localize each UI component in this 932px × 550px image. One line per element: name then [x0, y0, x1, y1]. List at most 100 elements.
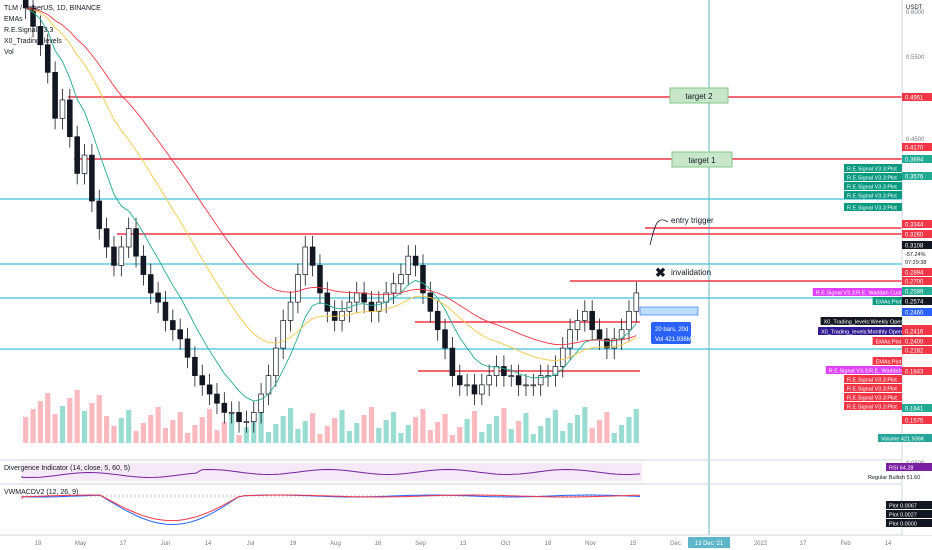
candle: [574, 320, 581, 331]
price-label: 0.2574: [905, 300, 924, 306]
time-axis: 19 May 17 Jun 14 Jul 19 Aug 16 Sep 13 Oct 18 Nov 15 Dec…: [35, 537, 892, 548]
volume-bar: [111, 426, 117, 443]
level-label-bg: [902, 367, 932, 375]
candle: [59, 99, 66, 119]
volume-bar: [170, 420, 176, 443]
volume-bar: [302, 421, 308, 443]
vwmacd-pane-label[interactable]: VWMACDV2 (12, 26, 9): [4, 489, 79, 496]
candle: [96, 200, 103, 229]
candle: [287, 301, 294, 321]
candle: [302, 246, 309, 275]
measure-box: [651, 322, 691, 344]
candles: [22, 0, 640, 433]
time-tick: Feb: [840, 541, 851, 547]
candle: [155, 292, 161, 303]
volume-bar: [258, 411, 264, 443]
entry-label: entry trigger: [671, 216, 714, 225]
level-label: 0.2700: [905, 280, 924, 286]
time-tick: 18: [545, 541, 552, 547]
volume-bar: [567, 423, 573, 443]
divergence-pane-label[interactable]: Divergence Indicator (14, close, 5, 60, …: [4, 465, 131, 472]
gridlines: [0, 0, 932, 536]
volume-bar: [486, 424, 492, 443]
candle: [184, 338, 191, 358]
level-label-bg: [902, 308, 932, 316]
candle: [412, 255, 419, 266]
price-label: 0.2416: [905, 330, 924, 336]
time-tick: Oct: [501, 541, 511, 547]
candle: [37, 26, 44, 46]
indicator-resignal[interactable]: R.E.Signal V3.3: [4, 27, 54, 34]
candle: [420, 265, 426, 294]
volume-bar: [280, 416, 286, 443]
indicator-tag: R.E.Signal V3.3:Plot: [847, 167, 897, 173]
volume-bar: [184, 433, 191, 443]
volume-bar: [545, 418, 551, 443]
candle: [471, 384, 478, 395]
volume-bar: [155, 407, 161, 443]
candle: [353, 292, 360, 303]
candle: [236, 412, 242, 422]
candle: [376, 301, 382, 312]
indicator-tag-bg: [872, 297, 902, 305]
indicator-tag-bg: [844, 173, 902, 181]
price-tick: 0.4500: [906, 137, 925, 143]
ema-line-21: [25, 7, 637, 362]
volume-tag: Volume 421.936K: [881, 437, 925, 443]
candle: [449, 347, 456, 377]
candle: [44, 44, 51, 73]
indicator-tag-bg: [844, 393, 902, 401]
candle: [118, 246, 125, 266]
candle: [434, 310, 441, 331]
candle: [515, 375, 522, 386]
indicator-tag: R.E.Signal V3.3:Plot: [847, 387, 897, 393]
price-label: 0.2589: [905, 290, 924, 296]
ema-lines: [25, 7, 637, 402]
price-tick: 0.6000: [906, 10, 925, 16]
volume-bar: [464, 419, 470, 443]
indicator-tag: EMAs:Plot: [876, 360, 902, 366]
candle: [221, 402, 228, 413]
volume-bar: [626, 417, 632, 443]
indicator-tag: R.E.Signal V3.3:Plot: [847, 185, 897, 191]
candle: [192, 356, 198, 377]
volume-bar: [67, 398, 73, 443]
candle: [405, 255, 412, 275]
level-label-bg: [902, 155, 932, 163]
volume-bar: [59, 406, 66, 443]
volume-bar: [177, 412, 183, 443]
volume-bar: [611, 433, 617, 443]
volume-bar: [368, 407, 375, 443]
volume-bar: [346, 431, 352, 443]
level-label-bg: [902, 93, 932, 101]
candle: [228, 412, 235, 414]
volume-bar: [604, 412, 610, 443]
candle: [589, 310, 595, 331]
indicator-tag: R.E.Signal V3.3:Plot: [847, 396, 897, 402]
volume-bar: [23, 417, 29, 443]
level-label-bg: [902, 230, 932, 238]
candle: [398, 274, 404, 285]
indicator-emas[interactable]: EMAs: [4, 16, 23, 23]
candle: [309, 246, 316, 266]
time-tick: Nov: [585, 541, 596, 547]
level-label: 0.3344: [905, 223, 924, 229]
indicator-vol[interactable]: Vol: [4, 49, 14, 56]
time-tick: 17: [120, 541, 127, 547]
volume-bar: [560, 431, 566, 443]
indicator-trading-levels[interactable]: X0_Trading_levels: [4, 38, 62, 45]
vwmacd-tag: Plot 0.0067: [889, 504, 917, 510]
time-tick: 13: [460, 541, 467, 547]
volume-bar: [339, 410, 345, 443]
indicator-tag-bg: [818, 327, 902, 335]
candle: [162, 301, 169, 321]
level-label: 0.4170: [905, 146, 924, 152]
target2-label: target 2: [685, 92, 713, 101]
time-tick: 14: [205, 541, 212, 547]
volume-bar: [633, 409, 639, 443]
volume-bar: [96, 395, 102, 443]
price-tick: 0.5500: [906, 55, 925, 61]
indicator-tag-bg: [844, 375, 902, 383]
indicator-tag: R.E.Signal V3.3:Plot: [847, 378, 897, 384]
